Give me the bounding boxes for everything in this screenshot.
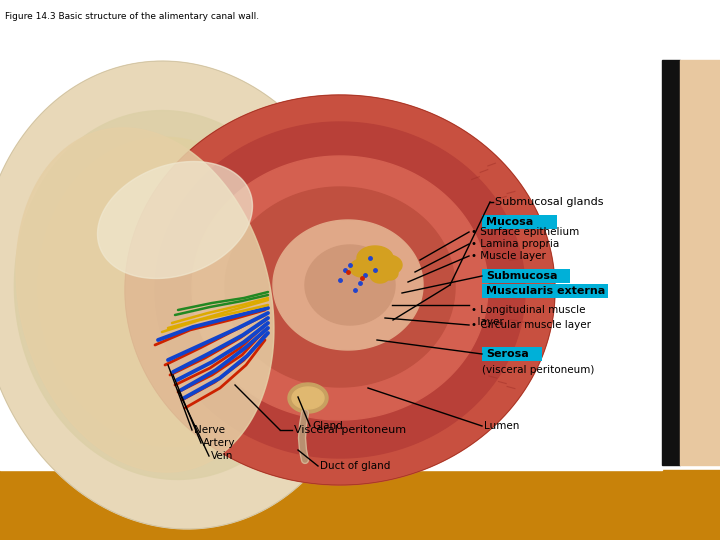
Bar <box>0 0 662 470</box>
Text: (visceral peritoneum): (visceral peritoneum) <box>482 365 595 375</box>
Bar <box>482 215 557 229</box>
Polygon shape <box>292 387 324 409</box>
Polygon shape <box>37 137 298 447</box>
Text: Vein: Vein <box>211 451 233 461</box>
Polygon shape <box>0 61 372 529</box>
Text: Lumen: Lumen <box>484 421 519 431</box>
Polygon shape <box>225 187 455 387</box>
Text: Visceral peritoneum: Visceral peritoneum <box>294 425 406 435</box>
Polygon shape <box>125 95 555 485</box>
Polygon shape <box>374 255 402 275</box>
Text: Serosa: Serosa <box>486 349 528 359</box>
Bar <box>680 60 720 465</box>
Polygon shape <box>14 111 325 480</box>
Polygon shape <box>350 259 374 277</box>
Bar <box>662 60 680 465</box>
Polygon shape <box>288 383 328 413</box>
Text: • Surface epithelium: • Surface epithelium <box>471 227 580 237</box>
Bar <box>0 470 720 540</box>
Bar <box>482 284 608 298</box>
Text: Duct of gland: Duct of gland <box>320 461 390 471</box>
Text: • Longitudinal muscle
  layer: • Longitudinal muscle layer <box>471 305 585 327</box>
Bar <box>482 347 542 361</box>
Text: Gland: Gland <box>312 421 343 431</box>
Bar <box>482 269 570 283</box>
Polygon shape <box>273 220 423 350</box>
Text: • Muscle layer: • Muscle layer <box>471 251 546 261</box>
Polygon shape <box>382 266 398 280</box>
Polygon shape <box>305 245 395 325</box>
Text: Nerve: Nerve <box>194 425 225 435</box>
Text: Submucosa: Submucosa <box>486 271 557 281</box>
Polygon shape <box>357 246 393 270</box>
Text: Submucosal glands: Submucosal glands <box>495 197 603 207</box>
Polygon shape <box>155 122 525 458</box>
Polygon shape <box>370 267 390 283</box>
Text: Figure 14.3 Basic structure of the alimentary canal wall.: Figure 14.3 Basic structure of the alime… <box>5 12 259 21</box>
Text: • Lamina propria: • Lamina propria <box>471 239 559 249</box>
Text: Artery: Artery <box>203 438 235 448</box>
Polygon shape <box>192 156 488 420</box>
Polygon shape <box>97 161 253 279</box>
Polygon shape <box>16 128 274 472</box>
Text: • Circular muscle layer: • Circular muscle layer <box>471 320 591 330</box>
Text: Mucosa: Mucosa <box>486 217 534 227</box>
Text: Muscularis externa: Muscularis externa <box>486 286 606 296</box>
